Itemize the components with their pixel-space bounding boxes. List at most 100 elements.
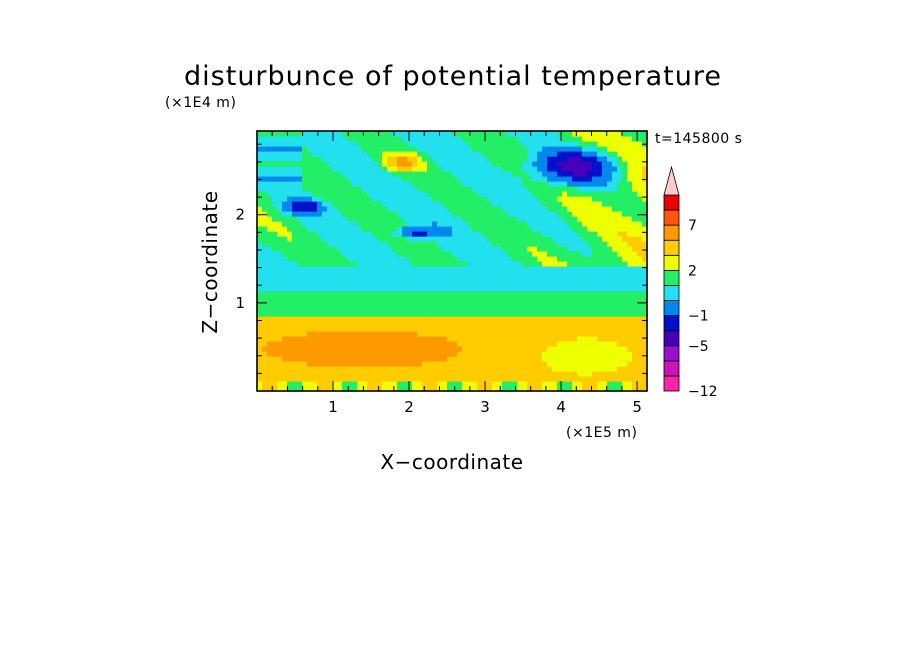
heatmap-cell [292, 241, 298, 247]
heatmap-cell [567, 151, 573, 157]
heatmap-cell [307, 376, 313, 382]
heatmap-cell [427, 141, 433, 147]
heatmap-cell [552, 326, 558, 332]
heatmap-cell [492, 271, 498, 277]
heatmap-cell [542, 236, 548, 242]
heatmap-cell [387, 276, 393, 282]
heatmap-cell [467, 341, 473, 347]
heatmap-cell [317, 351, 323, 357]
heatmap-cell [452, 256, 458, 262]
heatmap-cell [632, 256, 638, 262]
heatmap-cell [392, 301, 398, 307]
heatmap-cell [397, 281, 403, 287]
heatmap-cell [377, 236, 383, 242]
heatmap-cell [402, 341, 408, 347]
heatmap-cell [302, 211, 308, 217]
heatmap-cell [402, 316, 408, 322]
heatmap-cell [417, 211, 423, 217]
heatmap-cell [597, 131, 603, 137]
heatmap-cell [437, 251, 443, 257]
heatmap-cell [532, 241, 538, 247]
heatmap-cell [442, 206, 448, 212]
heatmap-cell [262, 306, 268, 312]
heatmap-cell [602, 266, 608, 272]
heatmap-cell [627, 351, 633, 357]
heatmap-cell [552, 381, 558, 387]
heatmap-cell [452, 371, 458, 377]
heatmap-cell [277, 156, 283, 162]
heatmap-cell [382, 286, 388, 292]
heatmap-cell [527, 381, 533, 387]
heatmap-cell [292, 131, 298, 137]
heatmap-cell [267, 211, 273, 217]
heatmap-cell [522, 151, 528, 157]
heatmap-cell [467, 161, 473, 167]
heatmap-cell [572, 306, 578, 312]
heatmap-cell [347, 376, 353, 382]
heatmap-cell [532, 381, 538, 387]
heatmap-cell [367, 251, 373, 257]
heatmap-cell [557, 131, 563, 137]
heatmap-cell [332, 236, 338, 242]
heatmap-cell [542, 296, 548, 302]
heatmap-cell [392, 346, 398, 352]
heatmap-cell [457, 181, 463, 187]
heatmap-cell [467, 371, 473, 377]
heatmap-cell [407, 336, 413, 342]
heatmap-cell [307, 341, 313, 347]
heatmap-cell [502, 176, 508, 182]
heatmap-cell [527, 141, 533, 147]
heatmap-cell [402, 151, 408, 157]
heatmap-cell [472, 176, 478, 182]
heatmap-cell [457, 191, 463, 197]
heatmap-cell [387, 216, 393, 222]
heatmap-cell [392, 266, 398, 272]
heatmap-cell [272, 131, 278, 137]
heatmap-cell [512, 146, 518, 152]
heatmap-cell [367, 286, 373, 292]
heatmap-cell [492, 261, 498, 267]
heatmap-cell [282, 151, 288, 157]
heatmap-cell [447, 231, 453, 237]
heatmap-cell [482, 186, 488, 192]
heatmap-cell [412, 341, 418, 347]
heatmap-cell [532, 246, 538, 252]
heatmap-cell [267, 146, 273, 152]
heatmap-cell [567, 311, 573, 317]
heatmap-cell [542, 266, 548, 272]
heatmap-cell [457, 301, 463, 307]
heatmap-cell [432, 206, 438, 212]
heatmap-cell [287, 171, 293, 177]
heatmap-cell [497, 306, 503, 312]
heatmap-cell [517, 201, 523, 207]
heatmap-cell [512, 371, 518, 377]
heatmap-cell [282, 251, 288, 257]
heatmap-cell [262, 176, 268, 182]
heatmap-cell [492, 336, 498, 342]
heatmap-cell [342, 376, 348, 382]
heatmap-cell [422, 296, 428, 302]
heatmap-cell [522, 231, 528, 237]
heatmap-cell [357, 131, 363, 137]
heatmap-cell [427, 216, 433, 222]
heatmap-cell [437, 276, 443, 282]
heatmap-cell [577, 236, 583, 242]
heatmap-cell [552, 206, 558, 212]
heatmap-cell [517, 251, 523, 257]
heatmap-cell [322, 351, 328, 357]
heatmap-cell [512, 346, 518, 352]
heatmap-cell [527, 201, 533, 207]
heatmap-cell [492, 291, 498, 297]
heatmap-cell [422, 191, 428, 197]
heatmap-cell [542, 171, 548, 177]
heatmap-cell [302, 161, 308, 167]
heatmap-cell [342, 241, 348, 247]
heatmap-cell [367, 186, 373, 192]
heatmap-cell [587, 191, 593, 197]
heatmap-cell [437, 311, 443, 317]
heatmap-cell [592, 246, 598, 252]
heatmap-cell [282, 356, 288, 362]
heatmap-cell [357, 156, 363, 162]
heatmap-cell [372, 191, 378, 197]
heatmap-cell [287, 246, 293, 252]
